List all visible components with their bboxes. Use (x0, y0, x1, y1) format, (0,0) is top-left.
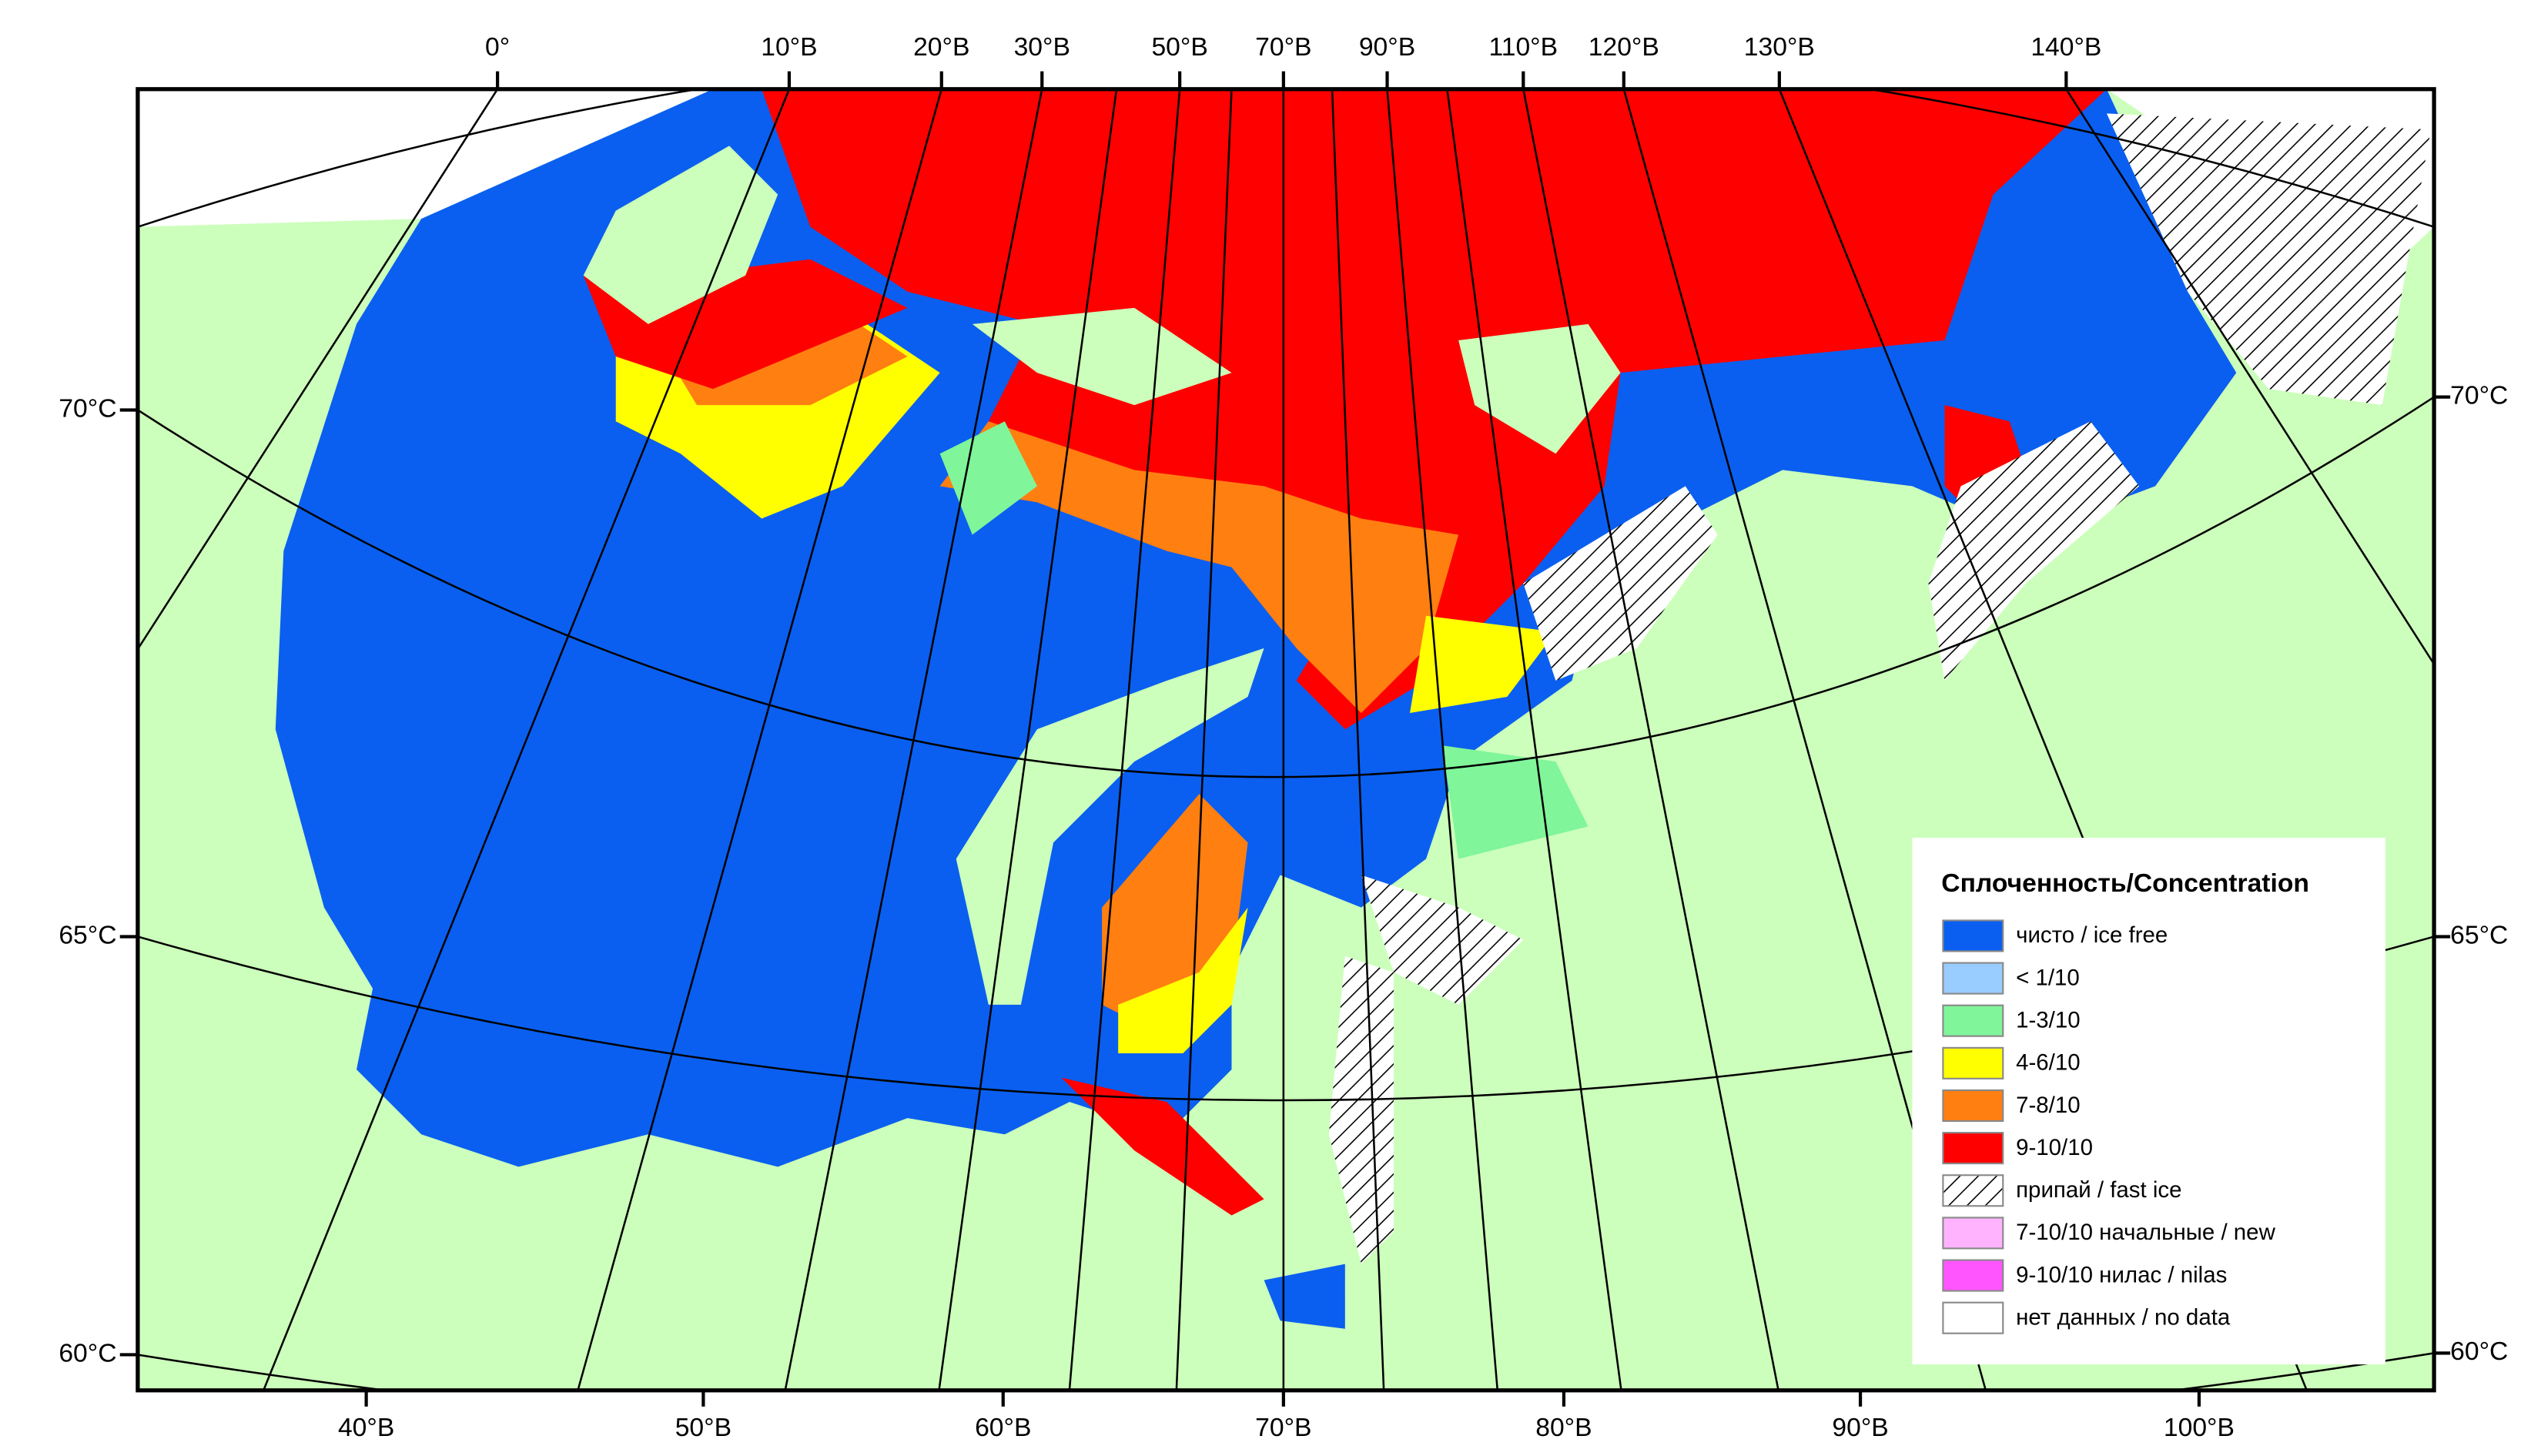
legend-swatch (1942, 1132, 2004, 1165)
legend-label: припай / fast ice (2016, 1177, 2181, 1203)
left-latitude-label: 70°С (59, 394, 116, 423)
legend: Сплоченность/Concentration чисто / ice f… (1912, 838, 2385, 1365)
left-latitude-label: 65°С (59, 921, 116, 949)
top-longitude-label: 70°В (1255, 33, 1311, 62)
meridian (2064, 89, 2435, 666)
top-longitude-label: 140°В (2030, 33, 2101, 62)
meridian (938, 89, 1118, 1391)
meridian (263, 89, 791, 1391)
bottom-longitude-label: 70°В (1255, 1414, 1311, 1442)
legend-label: 7-8/10 (2016, 1093, 2081, 1118)
top-longitude-label: 120°В (1589, 33, 1659, 62)
legend-label: нет данных / no data (2016, 1305, 2231, 1330)
meridian (1331, 89, 1385, 1391)
meridian (1386, 89, 1499, 1391)
right-latitude-label: 65°С (2450, 921, 2508, 949)
top-longitude-label: 110°В (1489, 33, 1558, 62)
bottom-longitude-label: 60°В (975, 1414, 1031, 1442)
meridian (784, 89, 1043, 1391)
bottom-longitude-label: 40°В (338, 1414, 394, 1442)
legend-title: Сплоченность/Concentration (1941, 869, 2309, 898)
meridian (1175, 89, 1233, 1391)
legend-label: 9-10/10 нилас / nilas (2016, 1262, 2227, 1287)
top-longitude-label: 0° (485, 33, 510, 62)
legend-swatch (1942, 919, 2004, 952)
legend-swatch (1942, 1259, 2004, 1292)
meridian (1522, 89, 1779, 1391)
meridian (1622, 89, 1987, 1391)
legend-swatch (1942, 1004, 2004, 1037)
meridian (577, 89, 943, 1391)
bottom-longitude-label: 100°В (2164, 1414, 2235, 1442)
legend-swatch (1942, 1301, 2004, 1334)
meridian (137, 89, 499, 651)
meridian (1446, 89, 1622, 1391)
map-area (137, 89, 2435, 1391)
legend-label: < 1/10 (2016, 965, 2080, 990)
legend-label: 1-3/10 (2016, 1008, 2081, 1033)
right-latitude-label: 60°С (2450, 1337, 2508, 1366)
top-longitude-label: 50°В (1151, 33, 1207, 62)
top-longitude-label: 30°В (1014, 33, 1070, 62)
bottom-longitude-label: 50°В (675, 1414, 732, 1442)
left-latitude-label: 60°С (59, 1339, 116, 1367)
legend-label: 4-6/10 (2016, 1050, 2081, 1076)
legend-swatch (1942, 1089, 2004, 1123)
top-longitude-label: 20°В (913, 33, 969, 62)
meridian (1068, 89, 1181, 1391)
bottom-longitude-label: 80°В (1535, 1414, 1592, 1442)
legend-label: 7-10/10 начальные / new (2016, 1220, 2275, 1245)
legend-label: 9-10/10 (2016, 1135, 2093, 1160)
legend-swatch (1942, 962, 2004, 995)
bottom-longitude-label: 90°В (1832, 1414, 1888, 1442)
legend-label: чисто / ice free (2016, 922, 2168, 948)
legend-swatch (1942, 1046, 2004, 1079)
legend-swatch (1942, 1217, 2004, 1250)
right-latitude-label: 70°С (2450, 382, 2508, 410)
legend-swatch (1942, 1174, 2004, 1207)
top-longitude-label: 90°В (1359, 33, 1415, 62)
map-frame (136, 87, 2436, 1393)
top-longitude-label: 10°В (761, 33, 817, 62)
top-longitude-label: 130°В (1744, 33, 1815, 62)
